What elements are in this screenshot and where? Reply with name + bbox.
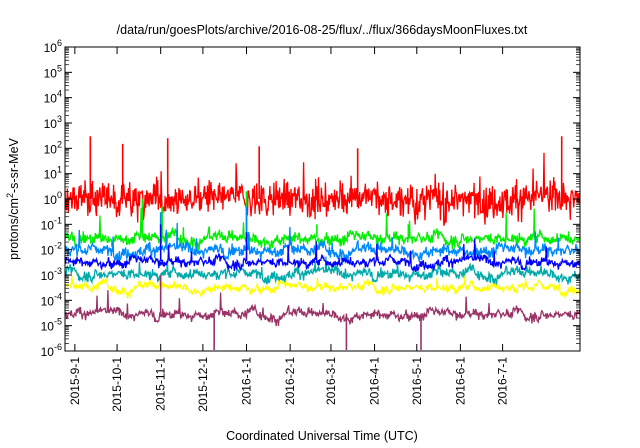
y-tick-base: 10: [44, 41, 58, 55]
y-tick-exponent: 3: [57, 114, 62, 124]
y-axis: 10-610-510-410-310-210-11001011021031041…: [41, 38, 580, 359]
y-tick-exponent: 0: [57, 190, 62, 200]
y-tick-exponent: -4: [54, 291, 62, 301]
x-tick-label: 2016-1-1: [240, 357, 254, 405]
chart-title: /data/run/goesPlots/archive/2016-08-25/f…: [117, 23, 528, 37]
y-tick-label: 104: [44, 89, 62, 106]
y-tick-base: 10: [41, 294, 55, 308]
y-tick-base: 10: [44, 92, 58, 106]
x-tick-label: 2016-4-1: [368, 357, 382, 405]
y-tick-label: 10-6: [41, 342, 62, 359]
y-tick-label: 10-3: [41, 266, 62, 283]
y-tick-exponent: -2: [54, 241, 62, 251]
x-tick-label: 2015-9-1: [68, 357, 82, 405]
y-axis-label-sup: 2: [5, 193, 15, 198]
y-tick-exponent: 1: [57, 165, 62, 175]
y-axis-label-rest: -s-sr-MeV: [7, 137, 21, 193]
x-tick-label: 2015-12-1: [196, 357, 210, 412]
x-tick-label: 2016-7-1: [496, 357, 510, 405]
y-tick-exponent: -6: [54, 342, 62, 352]
y-tick-exponent: -1: [54, 215, 62, 225]
y-tick-base: 10: [44, 117, 58, 131]
y-tick-label: 100: [44, 190, 62, 207]
y-tick-label: 101: [44, 165, 62, 182]
y-tick-exponent: 4: [57, 89, 62, 99]
x-tick-label: 2016-2-1: [283, 357, 297, 405]
y-tick-label: 10-2: [41, 241, 62, 258]
series-line-5: [64, 238, 581, 273]
x-axis-label: Coordinated Universal Time (UTC): [226, 429, 418, 443]
y-tick-base: 10: [41, 345, 55, 359]
y-tick-label: 10-5: [41, 317, 62, 334]
y-tick-base: 10: [44, 168, 58, 182]
y-tick-label: 10-1: [41, 215, 62, 232]
series-line-6: [64, 275, 581, 299]
series-line-1: [64, 152, 581, 226]
y-tick-base: 10: [41, 320, 55, 334]
y-tick-exponent: 5: [57, 63, 62, 73]
y-tick-label: 10-4: [41, 291, 62, 308]
y-axis-label-main: protons/cm: [7, 198, 21, 260]
y-tick-base: 10: [44, 66, 58, 80]
x-tick-label: 2015-11-1: [154, 357, 168, 411]
x-tick-label: 2015-10-1: [110, 357, 124, 412]
series-layer: [64, 136, 581, 350]
y-tick-base: 10: [41, 218, 55, 232]
series-line-2: [64, 207, 581, 252]
y-tick-exponent: 2: [57, 139, 62, 149]
y-tick-label: 103: [44, 114, 62, 131]
y-tick-base: 10: [44, 193, 58, 207]
y-axis-label: protons/cm2-s-sr-MeV: [5, 137, 21, 259]
y-tick-exponent: 6: [57, 38, 62, 48]
y-tick-label: 105: [44, 63, 62, 80]
y-tick-exponent: -3: [54, 266, 62, 276]
x-tick-label: 2016-5-1: [410, 357, 424, 405]
y-tick-base: 10: [41, 244, 55, 258]
y-tick-base: 10: [44, 142, 58, 156]
y-tick-exponent: -5: [54, 317, 62, 327]
x-tick-label: 2016-3-1: [324, 357, 338, 405]
y-tick-label: 102: [44, 139, 62, 156]
series-line-7: [64, 290, 581, 327]
x-axis: 2015-9-1 2015-10-1 2015-11-1 2015-12-1 2016-…: [68, 47, 510, 412]
x-tick-label: 2016-6-1: [453, 357, 467, 405]
y-tick-label: 106: [44, 38, 62, 55]
y-tick-base: 10: [41, 269, 55, 283]
